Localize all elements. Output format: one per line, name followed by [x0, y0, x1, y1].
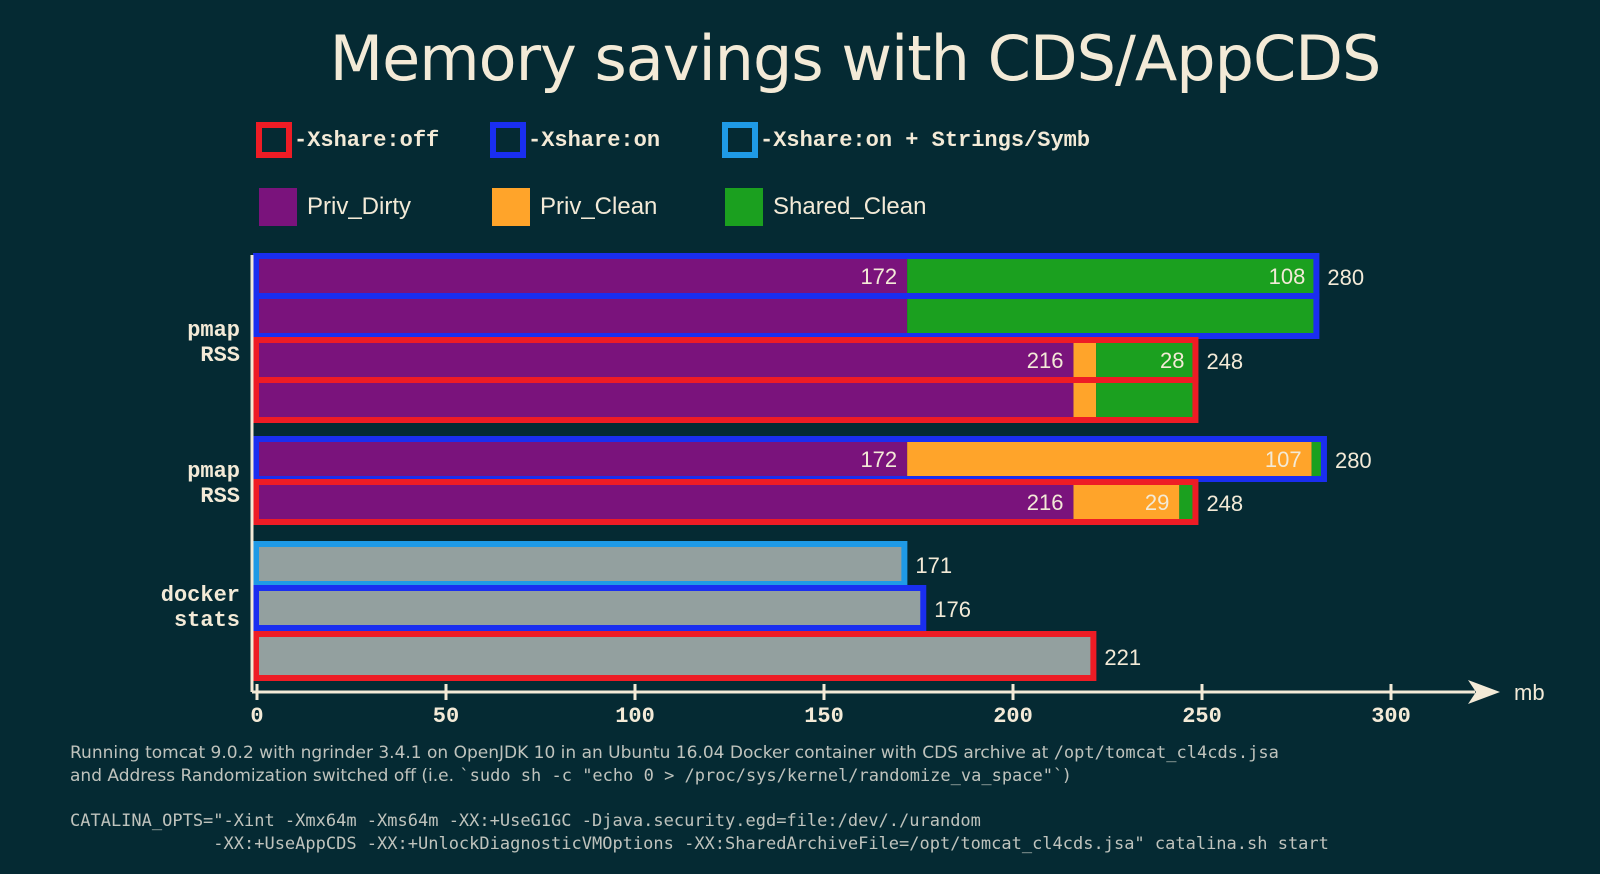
- bar-segment-label: 172: [860, 264, 897, 289]
- bar-total-label: 248: [1206, 491, 1243, 516]
- bar-segment-shared_clean: [1096, 341, 1195, 379]
- group-label: RSS: [200, 484, 240, 509]
- footnote-text-1: Running tomcat 9.0.2 with ngrinder 3.4.1…: [70, 743, 1054, 763]
- x-tick-label: 0: [250, 704, 263, 729]
- legend-swatch-xshare-on-strings: [722, 122, 758, 158]
- catalina-opts-line-2: -XX:+UseAppCDS -XX:+UnlockDiagnosticVMOp…: [70, 834, 1329, 854]
- bar-segment-priv_dirty: [257, 483, 1074, 521]
- bar-outline-off: [253, 479, 1199, 525]
- bar-total-label: 280: [1327, 265, 1364, 290]
- legend-swatch-xshare-on: [490, 122, 526, 158]
- bar-segment-label: 29: [1145, 490, 1169, 515]
- bar-segment-docker: [257, 635, 1093, 677]
- x-tick-label: 250: [1182, 704, 1222, 729]
- bar-segment-label: 216: [1027, 348, 1064, 373]
- legend-label-xshare-off: -Xshare:off: [294, 127, 440, 153]
- legend-swatch-priv-dirty: [259, 188, 297, 226]
- group-label: pmap: [187, 318, 240, 343]
- bar-segment-shared_clean: [907, 297, 1316, 335]
- chart-title: Memory savings with CDS/AppCDS: [329, 22, 1382, 95]
- bar-total-label: 171: [915, 553, 952, 578]
- group-label: pmap: [187, 459, 240, 484]
- footnote-text-2-end: ): [1063, 766, 1070, 786]
- bar-segment-priv_dirty: [257, 381, 1074, 419]
- bar-segment-label: 28: [1160, 348, 1184, 373]
- bar-total-label: 221: [1104, 645, 1141, 670]
- x-tick-label: 150: [804, 704, 844, 729]
- bar-segment-priv_clean: [907, 440, 1312, 478]
- bar-segment-priv_clean: [1073, 483, 1180, 521]
- bar-segment-label: 108: [1269, 264, 1306, 289]
- bar-segment-shared_clean: [1179, 483, 1195, 521]
- bar-segment-shared_clean: [1311, 440, 1323, 478]
- bar-segment-docker: [257, 545, 904, 583]
- footnote-code-1: /opt/tomcat_cl4cds.jsa: [1053, 743, 1279, 763]
- x-tick-label: 100: [615, 704, 655, 729]
- legend-item-priv-dirty: Priv_Dirty: [259, 188, 411, 226]
- group-label: RSS: [200, 343, 240, 368]
- legend-item-xshare-on-strings: -Xshare:on + Strings/Symb: [722, 122, 1090, 158]
- bar-segment-docker: [257, 589, 923, 627]
- bar-segment-priv_dirty: [257, 257, 908, 295]
- bar-segment-shared_clean: [907, 257, 1316, 295]
- bar-segment-priv_dirty: [257, 341, 1074, 379]
- bar-segment-shared_clean: [1096, 381, 1195, 419]
- legend-swatch-priv-clean: [492, 188, 530, 226]
- legend-item-xshare-on: -Xshare:on: [490, 122, 660, 158]
- x-axis-arrow: [1468, 680, 1500, 704]
- bar-segment-label: 216: [1027, 490, 1064, 515]
- bar-segment-priv_dirty: [257, 297, 908, 335]
- bar-total-label: 248: [1206, 349, 1243, 374]
- bar-outline-off: [253, 631, 1097, 681]
- legend-label-priv-clean: Priv_Clean: [540, 193, 658, 220]
- footnote-line-1: Running tomcat 9.0.2 with ngrinder 3.4.1…: [70, 743, 1279, 763]
- legend-item-xshare-off: -Xshare:off: [256, 122, 439, 158]
- x-tick-label: 50: [433, 704, 459, 729]
- bar-segment-label: 107: [1265, 447, 1302, 472]
- legend-item-shared-clean: Shared_Clean: [725, 188, 926, 226]
- bar-outline-off: [253, 377, 1199, 423]
- legend-label-shared-clean: Shared_Clean: [773, 193, 927, 220]
- legend-label-xshare-on: -Xshare:on: [528, 127, 661, 153]
- x-tick-label: 200: [993, 704, 1033, 729]
- footnote-line-2: and Address Randomization switched off (…: [70, 766, 1070, 786]
- legend-swatch-xshare-off: [256, 122, 292, 158]
- footnote-text-2: and Address Randomization switched off (…: [70, 766, 460, 786]
- catalina-opts-line-1: CATALINA_OPTS="-Xint -Xmx64m -Xms64m -XX…: [70, 811, 981, 831]
- bar-outline-on: [253, 293, 1320, 339]
- bar-total-label: 176: [934, 597, 971, 622]
- legend-item-priv-clean: Priv_Clean: [492, 188, 657, 226]
- bar-outline-on: [253, 585, 927, 631]
- x-axis-label: mb: [1514, 680, 1545, 705]
- bar-segment-label: 172: [860, 447, 897, 472]
- bar-total-label: 280: [1335, 448, 1372, 473]
- footnote-code-2: `sudo sh -c "echo 0 > /proc/sys/kernel/r…: [459, 766, 1064, 786]
- bar-segment-priv_clean: [1073, 341, 1097, 379]
- legend-label-xshare-on-strings: -Xshare:on + Strings/Symb: [760, 127, 1091, 153]
- legend-swatch-shared-clean: [725, 188, 763, 226]
- x-tick-label: 300: [1371, 704, 1411, 729]
- group-label: stats: [174, 608, 240, 633]
- legend-label-priv-dirty: Priv_Dirty: [307, 193, 412, 220]
- bar-outline-on_strings: [253, 541, 908, 587]
- bar-segment-priv_dirty: [257, 440, 908, 478]
- bar-segment-priv_clean: [1073, 381, 1097, 419]
- group-label: docker: [161, 583, 240, 608]
